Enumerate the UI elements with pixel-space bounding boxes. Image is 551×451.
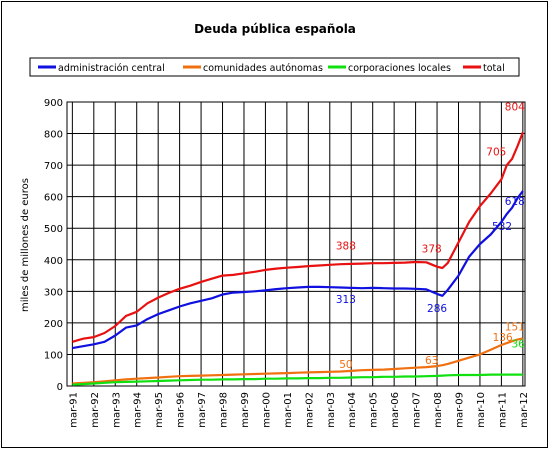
data-label: 313 bbox=[336, 294, 356, 306]
x-tick-label: mar-05 bbox=[369, 392, 380, 428]
y-tick-label: 400 bbox=[44, 256, 63, 267]
x-tick-label: mar-06 bbox=[390, 392, 401, 428]
y-tick-label: 700 bbox=[44, 161, 63, 172]
plot-border bbox=[66, 101, 526, 387]
data-label: 532 bbox=[492, 221, 512, 233]
y-tick-label: 300 bbox=[44, 287, 63, 298]
y-tick-label: 100 bbox=[44, 350, 63, 361]
data-label: 63 bbox=[425, 355, 438, 367]
x-tick-label: mar-07 bbox=[412, 392, 423, 428]
x-tick-label: mar-03 bbox=[326, 392, 337, 428]
series-line-comunidades-autonomas bbox=[72, 337, 524, 385]
series-line-total bbox=[72, 131, 524, 343]
x-tick-label: mar-00 bbox=[261, 392, 272, 428]
x-tick-label: mar-98 bbox=[219, 392, 230, 428]
y-tick-label: 600 bbox=[44, 193, 63, 204]
x-tick-label: mar-08 bbox=[433, 392, 444, 428]
y-tick-label: 800 bbox=[44, 130, 63, 141]
legend-label: total bbox=[483, 63, 505, 74]
x-tick-label: mar-99 bbox=[240, 392, 251, 428]
data-label: 50 bbox=[339, 359, 352, 371]
legend-label: comunidades autónomas bbox=[203, 63, 323, 74]
y-axis-label: miles de millones de euros bbox=[20, 178, 31, 312]
legend-label: administración central bbox=[58, 63, 165, 74]
x-tick-label: mar-12 bbox=[519, 392, 530, 428]
x-tick-label: mar-02 bbox=[304, 392, 315, 428]
x-tick-label: mar-94 bbox=[133, 392, 144, 428]
x-tick-label: mar-93 bbox=[111, 392, 122, 428]
x-tick-label: mar-10 bbox=[476, 392, 487, 428]
series-line-administracion-central bbox=[72, 190, 524, 350]
x-tick-label: mar-92 bbox=[90, 392, 101, 428]
data-label: 151 bbox=[505, 321, 525, 333]
x-tick-label: mar-09 bbox=[454, 392, 465, 428]
data-label: 136 bbox=[493, 332, 513, 344]
x-tick-label: mar-96 bbox=[176, 392, 187, 428]
x-tick-label: mar-11 bbox=[497, 392, 508, 428]
data-label: 36 bbox=[511, 339, 525, 351]
chart-title: Deuda pública española bbox=[194, 22, 356, 36]
data-label: 378 bbox=[422, 244, 442, 256]
plot-area: 0 100 200 300 400 500 600 700 800 900 mar-91 mar-92… bbox=[44, 98, 530, 428]
x-tick-label: mar-04 bbox=[347, 392, 358, 428]
data-label: 804 bbox=[505, 101, 525, 113]
series-line-corporaciones-locales bbox=[72, 373, 523, 386]
y-tick-label: 0 bbox=[57, 382, 63, 393]
x-tick-label: mar-97 bbox=[197, 392, 208, 428]
data-label: 618 bbox=[505, 196, 525, 208]
data-label: 388 bbox=[336, 241, 356, 253]
y-tick-label: 500 bbox=[44, 224, 63, 235]
y-tick-label: 900 bbox=[44, 98, 63, 109]
data-label: 705 bbox=[486, 147, 506, 159]
x-tick-label: mar-91 bbox=[68, 392, 79, 428]
y-tick-label: 200 bbox=[44, 319, 63, 330]
legend: administración central comunidades autóno… bbox=[29, 57, 520, 77]
x-tick-label: mar-95 bbox=[154, 392, 165, 428]
x-tick-label: mar-01 bbox=[283, 392, 294, 428]
legend-box bbox=[29, 57, 520, 77]
legend-label: corporaciones locales bbox=[348, 63, 451, 74]
data-label: 286 bbox=[427, 303, 447, 315]
